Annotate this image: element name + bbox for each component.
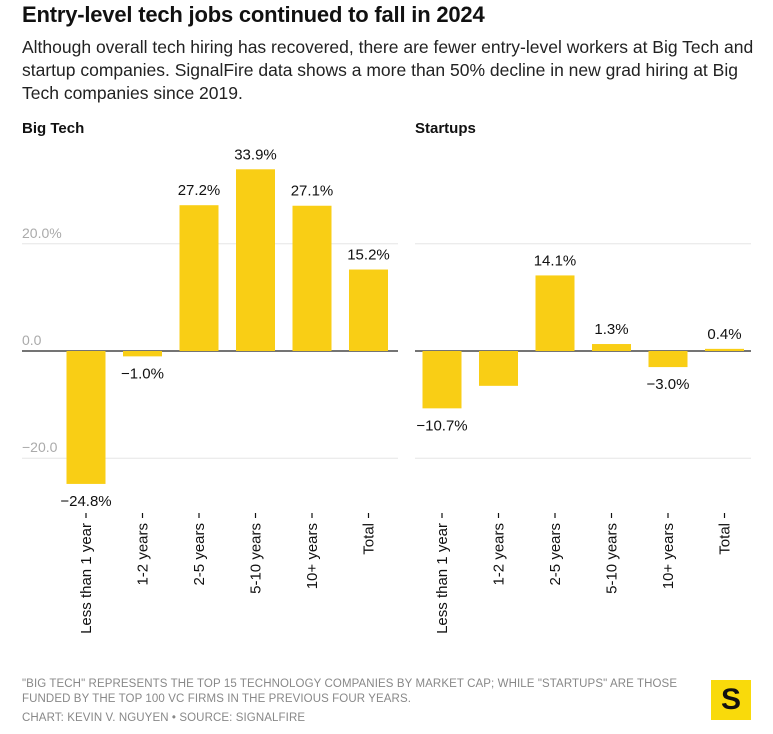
category-label: Total — [717, 523, 734, 555]
data-label: 0.4% — [707, 326, 741, 343]
bar-big-tech-3 — [236, 169, 275, 351]
credit-line: Chart: Kevin V. Nguyen • Source: SignalF… — [22, 712, 306, 724]
category-label: 5-10 years — [248, 523, 265, 594]
category-label: 10+ years — [660, 523, 677, 589]
bar-big-tech-1 — [123, 351, 162, 357]
data-label: 27.2% — [178, 182, 221, 199]
category-label: 5-10 years — [604, 523, 621, 594]
bar-big-tech-5 — [349, 269, 388, 351]
data-label: 15.2% — [347, 247, 390, 264]
bars-big-tech: −24.8% Less than 1 year −1.0% 1-2 years 27.2… — [60, 146, 389, 634]
panel-title-startups: Startups — [415, 120, 476, 137]
category-label: 10+ years — [304, 523, 321, 589]
bar-startups-5 — [705, 348, 744, 351]
data-label: 14.1% — [534, 252, 577, 269]
grid-lines-startups — [415, 243, 751, 459]
data-label: 1.3% — [594, 321, 628, 338]
bar-big-tech-0 — [66, 351, 106, 484]
bar-startups-1 — [479, 351, 518, 386]
category-label: Total — [361, 523, 378, 555]
bar-big-tech-2 — [179, 205, 219, 351]
data-label: 33.9% — [234, 146, 277, 163]
data-label: −10.7% — [416, 417, 467, 434]
panel-big-tech: Big Tech 20.0% 0.0 −20.0 −24.8% Less than 1… — [22, 120, 398, 634]
category-label: 2-5 years — [547, 523, 564, 586]
y-tick-label: −20.0 — [22, 439, 58, 455]
chart-title: Entry-level tech jobs continued to fall … — [22, 2, 485, 27]
category-label: Less than 1 year — [78, 523, 95, 634]
bar-big-tech-4 — [292, 205, 332, 351]
data-label: −3.0% — [647, 376, 690, 393]
category-label: 1-2 years — [135, 523, 152, 586]
bar-startups-0 — [422, 351, 462, 409]
category-label: 2-5 years — [191, 523, 208, 586]
panel-startups: Startups −10.7% Less than 1 year 1-2 years… — [415, 120, 751, 634]
bars-startups: −10.7% Less than 1 year 1-2 years 14.1% 2-5 … — [416, 252, 744, 634]
data-label: −24.8% — [60, 493, 111, 510]
y-tick-label: 20.0% — [22, 225, 62, 241]
chart-area: Big Tech 20.0% 0.0 −20.0 −24.8% Less than 1… — [22, 120, 751, 634]
panel-title-big-tech: Big Tech — [22, 120, 84, 137]
data-label: 27.1% — [291, 183, 334, 200]
data-label: −1.0% — [121, 365, 164, 382]
footnote: "Big Tech" represents the top 15 technol… — [22, 678, 678, 705]
category-label: 1-2 years — [491, 523, 508, 586]
logo-letter: S — [720, 683, 741, 716]
bar-startups-2 — [535, 275, 575, 351]
category-label: Less than 1 year — [434, 523, 451, 634]
bar-startups-4 — [648, 351, 688, 368]
chart-subtitle: Although overall tech hiring has recover… — [22, 37, 754, 103]
bar-startups-3 — [592, 344, 631, 351]
signalfire-logo: S — [711, 680, 751, 720]
y-tick-label: 0.0 — [22, 332, 42, 348]
